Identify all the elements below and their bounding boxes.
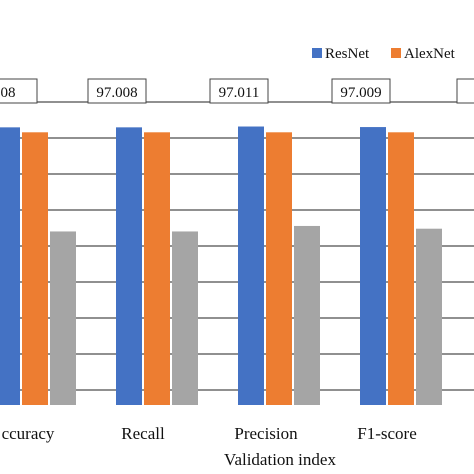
bar-alexnet-0 xyxy=(22,132,48,406)
data-label: 97.008 xyxy=(96,85,137,101)
bar-series3-0 xyxy=(50,231,76,405)
bars xyxy=(0,126,442,406)
category-label: F1-score xyxy=(357,424,416,443)
data-label-box xyxy=(456,78,474,104)
bar-series3-3 xyxy=(416,228,442,405)
data-label-box xyxy=(87,78,147,104)
legend-swatch-resnet xyxy=(312,48,322,58)
category-label: Recall xyxy=(121,424,165,443)
legend-label-alexnet: AlexNet xyxy=(404,46,456,62)
x-axis-label: Validation index xyxy=(224,450,336,469)
category-labels: ccuracy Recall Precision F1-score xyxy=(2,424,417,443)
bar-series3-1 xyxy=(172,231,198,405)
data-label: 97.009 xyxy=(340,85,381,101)
bar-resnet-2 xyxy=(238,126,264,406)
bar-alexnet-2 xyxy=(266,132,292,406)
data-label: 97.011 xyxy=(219,85,260,101)
bar-resnet-1 xyxy=(116,127,142,405)
bar-resnet-0 xyxy=(0,127,20,405)
bar-series3-2 xyxy=(294,225,320,405)
data-label-box xyxy=(331,78,391,104)
gridlines xyxy=(0,101,474,391)
legend-label-resnet: ResNet xyxy=(325,46,370,62)
data-label-box xyxy=(209,78,269,104)
bar-alexnet-1 xyxy=(144,132,170,406)
data-label-box xyxy=(0,78,38,104)
category-label: ccuracy xyxy=(2,424,55,443)
bar-resnet-3 xyxy=(360,127,386,406)
category-label: Precision xyxy=(234,424,298,443)
bar-alexnet-3 xyxy=(388,132,414,406)
legend-swatch-alexnet xyxy=(391,48,401,58)
data-label: 08 xyxy=(1,85,16,101)
legend: ResNet AlexNet xyxy=(312,46,456,62)
